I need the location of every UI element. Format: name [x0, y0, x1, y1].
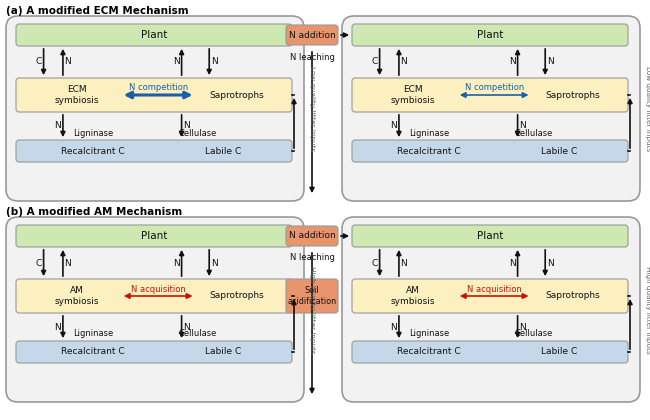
Text: Labile C: Labile C	[205, 147, 241, 155]
FancyBboxPatch shape	[352, 140, 628, 162]
Text: Cellulase: Cellulase	[515, 129, 553, 137]
Text: Plant: Plant	[141, 30, 167, 40]
Text: N addition: N addition	[289, 231, 335, 241]
Text: Low quality litter inputs: Low quality litter inputs	[645, 66, 650, 151]
Text: C: C	[372, 258, 378, 268]
Text: Saprotrophs: Saprotrophs	[209, 291, 264, 300]
Text: N: N	[64, 58, 72, 66]
Text: N: N	[64, 258, 72, 268]
FancyBboxPatch shape	[16, 341, 292, 363]
Text: N: N	[400, 58, 408, 66]
Text: (b) A modified AM Mechanism: (b) A modified AM Mechanism	[6, 207, 182, 217]
Text: High quality litter inputs: High quality litter inputs	[645, 265, 650, 353]
Text: N: N	[183, 121, 190, 131]
Text: N acquisition: N acquisition	[131, 284, 185, 294]
Text: Recalcitrant C: Recalcitrant C	[62, 147, 125, 155]
Text: Saprotrophs: Saprotrophs	[209, 90, 264, 100]
FancyBboxPatch shape	[352, 341, 628, 363]
Text: N: N	[55, 121, 61, 131]
FancyBboxPatch shape	[16, 279, 292, 313]
Text: Cellulase: Cellulase	[179, 129, 217, 137]
Text: Saprotrophs: Saprotrophs	[545, 90, 600, 100]
FancyBboxPatch shape	[16, 78, 292, 112]
FancyBboxPatch shape	[342, 16, 640, 201]
FancyBboxPatch shape	[16, 140, 292, 162]
Text: Cellulase: Cellulase	[515, 330, 553, 339]
Text: Recalcitrant C: Recalcitrant C	[397, 147, 461, 155]
Text: Plant: Plant	[141, 231, 167, 241]
Text: N addition: N addition	[289, 31, 335, 39]
Text: Ligninase: Ligninase	[73, 129, 113, 137]
Text: N: N	[509, 58, 516, 66]
FancyBboxPatch shape	[6, 16, 304, 201]
Text: N: N	[391, 121, 397, 131]
Text: N: N	[173, 258, 180, 268]
Text: (a) A modified ECM Mechanism: (a) A modified ECM Mechanism	[6, 6, 188, 16]
FancyBboxPatch shape	[352, 78, 628, 112]
Text: Soil
acidification: Soil acidification	[287, 286, 337, 306]
Text: N: N	[391, 323, 397, 331]
Text: C: C	[36, 58, 42, 66]
FancyBboxPatch shape	[16, 24, 292, 46]
Text: N: N	[509, 258, 516, 268]
Text: N competition: N competition	[465, 84, 524, 92]
Text: C: C	[36, 258, 42, 268]
Text: N: N	[547, 258, 554, 268]
Text: AM
symbiosis: AM symbiosis	[391, 286, 435, 306]
Text: Ligninase: Ligninase	[73, 330, 113, 339]
Text: N: N	[55, 323, 61, 331]
FancyBboxPatch shape	[352, 279, 628, 313]
Text: N: N	[400, 258, 408, 268]
FancyBboxPatch shape	[16, 225, 292, 247]
FancyBboxPatch shape	[286, 25, 338, 45]
Text: N: N	[519, 323, 526, 331]
Text: High quality litter inputs: High quality litter inputs	[309, 265, 315, 353]
Text: Saprotrophs: Saprotrophs	[545, 291, 600, 300]
FancyBboxPatch shape	[352, 24, 628, 46]
Text: Plant: Plant	[477, 231, 503, 241]
Text: ECM
symbiosis: ECM symbiosis	[391, 85, 435, 105]
Text: Ligninase: Ligninase	[409, 129, 449, 137]
Text: Labile C: Labile C	[541, 147, 577, 155]
Text: Recalcitrant C: Recalcitrant C	[62, 347, 125, 357]
Text: N: N	[183, 323, 190, 331]
FancyBboxPatch shape	[6, 217, 304, 402]
Text: Cellulase: Cellulase	[179, 330, 217, 339]
Text: Ligninase: Ligninase	[409, 330, 449, 339]
Text: N acquisition: N acquisition	[467, 284, 521, 294]
FancyBboxPatch shape	[286, 279, 338, 313]
FancyBboxPatch shape	[352, 225, 628, 247]
Text: AM
symbiosis: AM symbiosis	[55, 286, 99, 306]
Text: N: N	[173, 58, 180, 66]
Text: N competition: N competition	[129, 84, 188, 92]
Text: Plant: Plant	[477, 30, 503, 40]
Text: N: N	[547, 58, 554, 66]
Text: Low quality litter inputs: Low quality litter inputs	[309, 66, 315, 151]
Text: C: C	[372, 58, 378, 66]
Text: Recalcitrant C: Recalcitrant C	[397, 347, 461, 357]
Text: Labile C: Labile C	[541, 347, 577, 357]
Text: ECM
symbiosis: ECM symbiosis	[55, 85, 99, 105]
Text: N leaching: N leaching	[289, 254, 335, 262]
Text: N: N	[519, 121, 526, 131]
Text: Labile C: Labile C	[205, 347, 241, 357]
FancyBboxPatch shape	[342, 217, 640, 402]
FancyBboxPatch shape	[286, 226, 338, 246]
Text: N: N	[211, 258, 218, 268]
Text: N leaching: N leaching	[289, 52, 335, 61]
Text: N: N	[211, 58, 218, 66]
